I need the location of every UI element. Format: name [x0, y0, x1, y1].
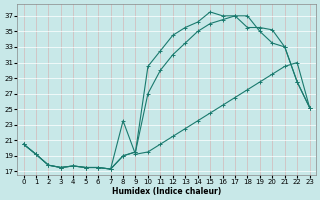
X-axis label: Humidex (Indice chaleur): Humidex (Indice chaleur) — [112, 187, 221, 196]
